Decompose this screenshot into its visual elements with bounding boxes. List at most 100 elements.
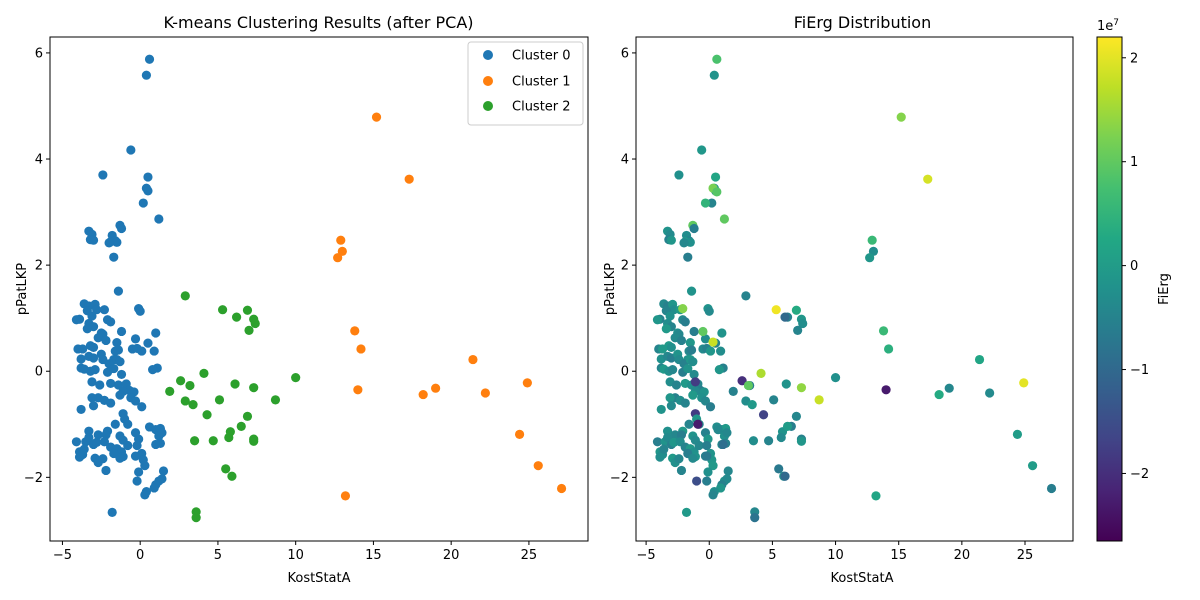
scatter-point-cluster-0 [116, 223, 127, 234]
scatter-point-cluster-0 [123, 440, 133, 451]
scatter-point-fierg [878, 326, 889, 336]
scatter-point-cluster-2 [291, 372, 301, 383]
scatter-point-fierg [685, 337, 695, 348]
scatter-point-cluster-0 [143, 186, 153, 196]
left-x-tick-label: 5 [214, 548, 222, 563]
scatter-point-cluster-0 [84, 426, 94, 436]
scatter-point-cluster-0 [155, 438, 165, 448]
scatter-point-cluster-2 [180, 291, 190, 301]
scatter-point-cluster-1 [404, 174, 414, 184]
left-y-tick-label: 2 [35, 259, 43, 274]
scatter-point-fierg [693, 419, 703, 429]
scatter-point-cluster-0 [130, 451, 141, 461]
scatter-point-fierg [688, 390, 698, 400]
scatter-point-fierg [714, 365, 724, 375]
scatter-point-cluster-0 [88, 342, 99, 352]
legend-label-cluster-1: Cluster 1 [512, 75, 571, 90]
scatter-point-cluster-0 [126, 145, 136, 155]
left-x-tick-label: 20 [443, 548, 460, 563]
right-chart: FiErg Distribution −5 0 5 10 15 20 25 −2 0 2 4 6 K… [603, 13, 1074, 586]
scatter-point-fierg [758, 410, 769, 420]
left-y-tick-label: 0 [35, 365, 43, 380]
scatter-point-fierg [718, 439, 728, 450]
right-y-tick-label: 2 [621, 259, 629, 274]
scatter-point-fierg [692, 476, 702, 486]
scatter-point-fierg [712, 54, 722, 64]
scatter-point-cluster-0 [123, 419, 133, 429]
scatter-point-fierg [689, 223, 699, 234]
scatter-point-cluster-2 [190, 436, 200, 446]
scatter-point-cluster-0 [137, 346, 147, 356]
scatter-point-cluster-0 [101, 465, 111, 476]
scatter-point-cluster-0 [79, 444, 89, 454]
scatter-point-cluster-0 [82, 324, 92, 334]
scatter-point-fierg [671, 380, 682, 390]
scatter-point-fierg [781, 379, 791, 389]
scatter-point-fierg [668, 365, 678, 375]
scatter-point-fierg [756, 368, 766, 378]
scatter-point-fierg [680, 317, 690, 327]
scatter-point-fierg [867, 235, 877, 245]
scatter-point-cluster-0 [87, 393, 97, 403]
scatter-point-fierg [707, 198, 717, 208]
scatter-point-fierg [776, 432, 786, 443]
colorbar-tick-label: 2 [1130, 51, 1138, 66]
scatter-point-cluster-0 [92, 437, 102, 447]
left-x-axis-label: KostStatA [287, 571, 350, 586]
colorbar-multiplier: 1e7 [1097, 18, 1119, 34]
scatter-point-cluster-0 [87, 311, 97, 321]
scatter-point-fierg [708, 490, 718, 500]
scatter-point-fierg [709, 70, 719, 80]
scatter-point-cluster-2 [224, 432, 234, 443]
scatter-point-cluster-2 [244, 325, 254, 335]
scatter-point-cluster-0 [93, 333, 103, 343]
scatter-point-cluster-0 [71, 315, 82, 325]
scatter-point-fierg [683, 363, 693, 374]
scatter-point-cluster-2 [188, 400, 198, 410]
colorbar: 1e7 −2 −1 0 1 2 FiErg [1096, 18, 1172, 542]
right-x-tick-label: −5 [637, 548, 656, 563]
scatter-point-cluster-2 [236, 421, 246, 432]
scatter-point-cluster-0 [109, 252, 119, 262]
legend-marker-cluster-2 [483, 101, 493, 111]
left-points [71, 54, 567, 523]
scatter-point-fierg [884, 344, 894, 354]
scatter-point-fierg [681, 507, 692, 517]
scatter-point-fierg [666, 401, 676, 411]
scatter-point-cluster-0 [106, 378, 116, 389]
scatter-point-fierg [1019, 378, 1029, 388]
scatter-point-cluster-0 [158, 466, 169, 476]
scatter-point-cluster-0 [93, 430, 103, 440]
scatter-point-fierg [686, 345, 697, 355]
scatter-point-fierg [659, 444, 669, 454]
scatter-point-cluster-1 [340, 491, 351, 501]
scatter-point-cluster-2 [185, 380, 195, 391]
colorbar-tick-label: −2 [1130, 467, 1149, 482]
scatter-point-fierg [674, 454, 684, 464]
scatter-point-cluster-0 [154, 214, 164, 224]
scatter-point-cluster-0 [148, 365, 158, 375]
scatter-point-cluster-2 [180, 396, 190, 406]
scatter-point-cluster-0 [109, 363, 119, 374]
scatter-point-cluster-0 [92, 305, 102, 315]
scatter-point-cluster-2 [249, 383, 259, 393]
legend-marker-cluster-0 [483, 50, 493, 60]
scatter-point-cluster-0 [113, 380, 124, 390]
scatter-point-cluster-2 [231, 312, 242, 322]
scatter-point-cluster-0 [106, 398, 116, 408]
scatter-point-fierg [652, 315, 663, 325]
scatter-point-cluster-1 [533, 461, 543, 471]
scatter-point-cluster-0 [98, 454, 108, 464]
scatter-point-fierg [684, 419, 694, 429]
left-x-tick-label: 0 [136, 548, 144, 563]
scatter-point-fierg [656, 404, 666, 415]
scatter-point-fierg [741, 291, 751, 301]
scatter-point-fierg [690, 377, 700, 387]
scatter-point-fierg [713, 424, 723, 435]
colorbar-label: FiErg [1157, 273, 1172, 305]
legend-label-cluster-0: Cluster 0 [512, 49, 571, 64]
scatter-point-fierg [791, 305, 802, 315]
right-x-tick-label: 5 [768, 548, 776, 563]
scatter-point-cluster-2 [242, 305, 253, 315]
